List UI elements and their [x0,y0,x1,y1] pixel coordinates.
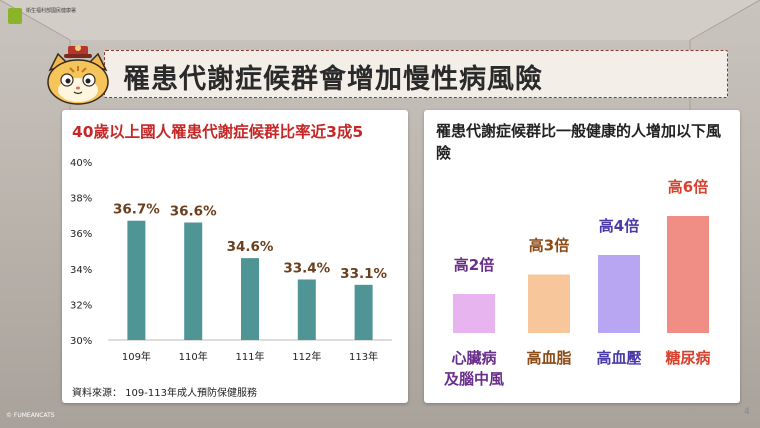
y-tick-label: 38% [70,194,92,205]
bar [241,258,259,340]
prevalence-bar-chart: 30% 32% 34% 36% 38% 40% 36.7% 109年 36.6% 110年 34.6… [70,158,392,363]
agency-logo [8,8,22,24]
copyright-text: © FUMEANCATS [6,412,55,419]
risk-data-label: 高2倍 [454,256,494,274]
page-number: 4 [744,407,750,417]
y-tick-label: 34% [70,265,92,276]
risk-category-label: 高血脂 [526,349,571,367]
bar [127,220,146,340]
cat-mascot-icon [47,45,109,105]
x-tick-label: 113年 [349,350,378,363]
right-chart-title: 罹患代謝症候群比一般健康的人增加以下風險 [436,122,722,162]
risk-category-label: 及腦中風 [444,370,504,388]
page-title: 罹患代謝症候群會增加慢性病風險 [123,64,543,95]
x-tick-label: 110年 [179,350,208,363]
right-chart-panel: 罹患代謝症候群比一般健康的人增加以下風險 高2倍心臟病及腦中風 高3倍高血脂 高4倍… [424,110,740,403]
risk-data-label: 高4倍 [599,217,639,235]
y-tick-label: 32% [70,300,92,311]
risk-bar [598,255,640,333]
left-chart-title: 40歲以上國人罹患代謝症候群比率近3成5 [72,123,364,141]
x-tick-label: 112年 [292,350,321,363]
data-label: 34.6% [227,239,274,255]
x-tick-label: 111年 [235,350,264,363]
x-tick-label: 109年 [122,350,151,363]
risk-category-label: 糖尿病 [665,349,710,367]
data-source-note: 資料來源： 109-113年成人預防保健服務 [72,388,257,399]
data-label: 33.1% [340,266,387,282]
y-tick-label: 36% [70,229,92,240]
data-label: 36.6% [170,204,217,220]
agency-logo-text: 衛生福利部國民健康署 [26,8,77,14]
risk-category-label: 心臟病 [451,349,496,367]
y-tick-label: 40% [70,158,92,169]
data-label: 36.7% [113,202,160,218]
risk-category-label: 高血壓 [596,349,641,367]
risk-bar [667,216,709,333]
y-tick-label: 30% [70,336,92,347]
left-chart-panel: 40歲以上國人罹患代謝症候群比率近3成5 30% 32% 34% 36% 38% 40% 3… [62,110,408,403]
bar [354,284,373,340]
bar [297,279,316,340]
bar [184,222,203,340]
risk-bar [528,274,570,333]
risk-data-label: 高6倍 [668,178,708,196]
risk-data-label: 高3倍 [529,237,569,255]
data-label: 33.4% [283,260,330,276]
risk-bar [453,294,495,333]
title-banner: 罹患代謝症候群會增加慢性病風險 [104,50,728,98]
